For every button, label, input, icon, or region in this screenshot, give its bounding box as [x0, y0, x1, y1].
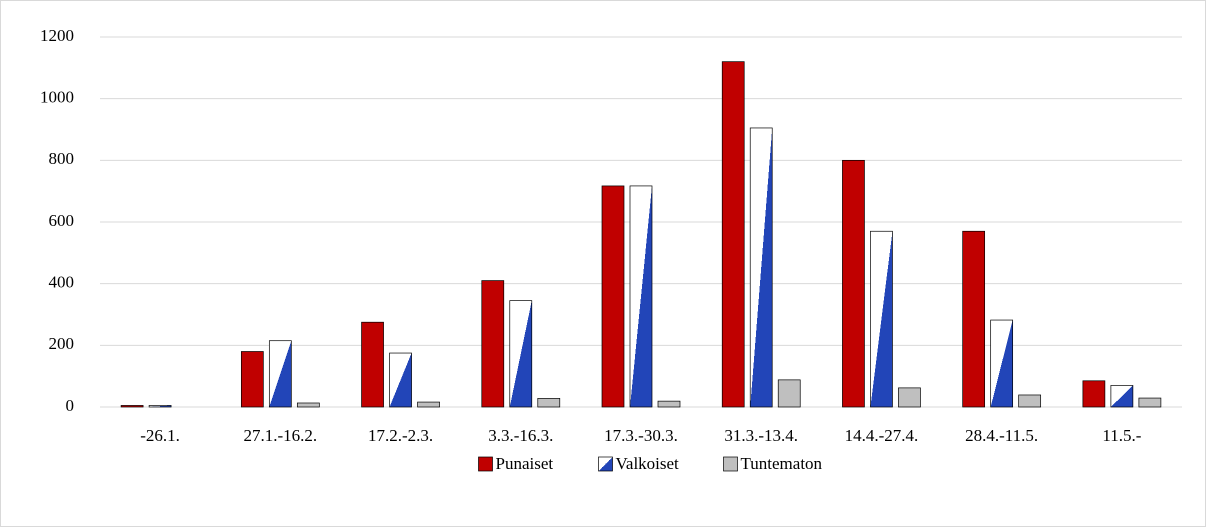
x-tick-label: 17.2.-2.3. [368, 426, 433, 445]
bar [537, 398, 561, 408]
legend-swatch [598, 456, 613, 472]
bar [721, 61, 745, 408]
legend-label: Valkoiset [616, 454, 680, 473]
bar [842, 159, 865, 408]
bar [481, 280, 505, 408]
x-tick-label: 11.5.- [1102, 426, 1141, 445]
x-tick-label: 27.1.-16.2. [243, 426, 317, 445]
bar [777, 379, 801, 408]
bar [1082, 380, 1106, 408]
bar [361, 321, 384, 408]
legend-label: Punaiset [496, 454, 554, 473]
bar [601, 185, 625, 408]
bar [240, 351, 264, 408]
bar [1138, 397, 1162, 408]
bar [749, 127, 773, 408]
y-tick-label: 600 [49, 211, 75, 230]
y-tick-label: 400 [49, 273, 75, 292]
bar [629, 185, 653, 408]
x-tick-label: 28.4.-11.5. [965, 426, 1038, 445]
y-tick-label: 800 [49, 149, 75, 168]
bar [870, 230, 893, 408]
bar [268, 340, 292, 408]
bar [898, 387, 921, 408]
legend-swatch [723, 456, 738, 472]
x-tick-label: -26.1. [140, 426, 180, 445]
y-tick-label: 200 [49, 334, 75, 353]
bar [148, 405, 172, 408]
bar [509, 300, 533, 408]
x-tick-label: 14.4.-27.4. [845, 426, 919, 445]
legend-label: Tuntematon [741, 454, 823, 473]
bar [1018, 394, 1042, 408]
bar [1110, 385, 1134, 408]
x-tick-label: 31.3.-13.4. [724, 426, 798, 445]
bar [990, 319, 1014, 408]
x-tick-label: 17.3.-30.3. [604, 426, 678, 445]
legend-swatch [478, 456, 493, 472]
y-tick-label: 0 [66, 396, 75, 415]
bar [657, 400, 681, 408]
x-tick-label: 3.3.-16.3. [488, 426, 553, 445]
bar [417, 401, 440, 408]
bar [120, 405, 144, 408]
bar [296, 402, 320, 408]
y-tick-label: 1200 [40, 26, 74, 45]
bar [389, 352, 412, 408]
bar [962, 230, 986, 408]
y-tick-label: 1000 [40, 88, 74, 107]
